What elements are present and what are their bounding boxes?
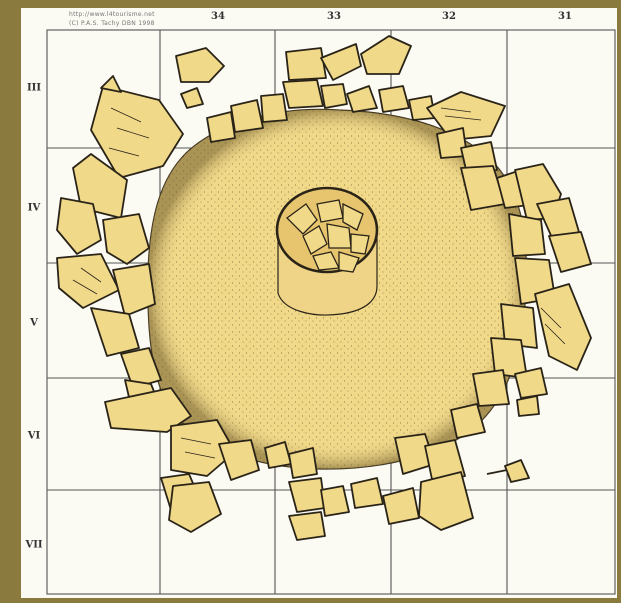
row-label-VII: VII [25,539,43,551]
credit-line-1: http://www.l4tourisme.net [69,11,155,18]
central-shaft [275,186,379,316]
row-label-III: III [26,82,42,94]
row-label-IV: IV [27,202,41,214]
hatching [72,107,566,459]
row-label-V: V [30,317,38,329]
stone-blocks [56,35,592,541]
credit-line-2: (C) P.A.S. Tachy DBN 1998 [69,20,155,27]
column-label-31: 31 [558,11,572,22]
row-label-VI: VI [27,430,41,442]
column-label-34: 34 [211,11,225,22]
plan-drawing [46,29,616,595]
column-label-33: 33 [327,11,341,22]
column-label-32: 32 [442,11,456,22]
excavation-plan: http://www.l4tourisme.net (C) P.A.S. Tac… [21,8,617,598]
